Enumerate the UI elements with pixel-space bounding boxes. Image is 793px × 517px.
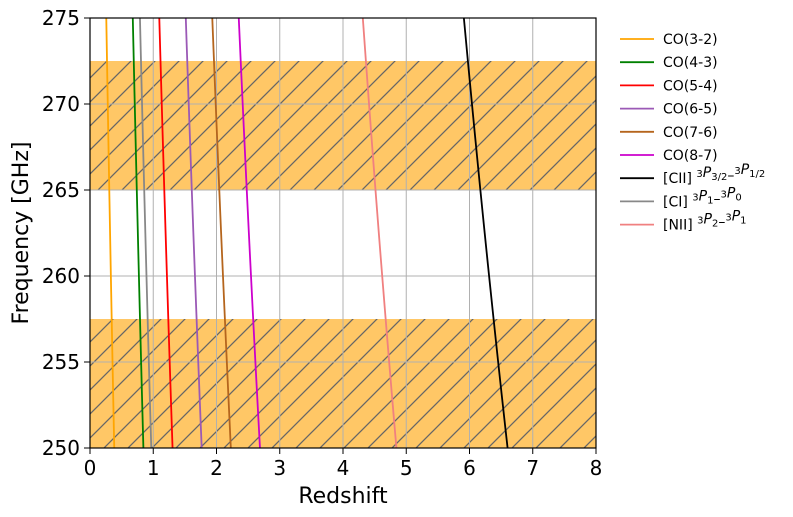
series-line-7 [462,18,509,448]
legend-label-9: [NII] 3P2–3P1 [663,209,747,234]
x-tick-label: 3 [273,456,286,480]
x-axis-label: Redshift [298,484,388,509]
y-tick-label: 255 [42,350,80,374]
legend: CO(3-2) CO(4-3) CO(5-4) CO(6-5) CO(7-6) CO(8-… [620,32,765,234]
series-line-3 [158,18,174,448]
y-tick-label: 275 [42,6,80,30]
x-tick-label: 7 [526,456,539,480]
y-tick-label: 265 [42,178,80,202]
y-tick-label: 250 [42,436,80,460]
lines-layer [105,18,509,448]
y-axis-label: Frequency [GHz] [9,142,34,325]
legend-label-4: CO(6-5) [663,102,718,118]
x-tick-label: 0 [84,456,97,480]
legend-label-2: CO(4-3) [663,55,718,71]
x-tick-label: 8 [590,456,603,480]
legend-label-7: [CII] 3P3/2–3P1/2 [663,162,765,187]
legend-label-8: [CI] 3P1–3P0 [663,185,742,210]
legend-label-6: CO(8-7) [663,148,718,164]
series-line-9 [361,18,398,448]
series-line-8 [139,18,153,448]
x-tick-label: 2 [210,456,223,480]
x-tick-label: 5 [400,456,413,480]
ticks-layer: 0 1 2 3 4 5 6 7 8 250 255 260 265 270 275 [42,6,603,480]
x-tick-label: 4 [337,456,350,480]
series-line-4 [184,18,203,448]
series-line-5 [211,18,232,448]
x-tick-label: 6 [463,456,476,480]
legend-label-3: CO(5-4) [663,78,718,94]
series-line-2 [131,18,145,448]
x-tick-label: 1 [147,456,160,480]
y-tick-label: 270 [42,92,80,116]
series-line-1 [105,18,116,448]
legend-label-1: CO(3-2) [663,32,718,48]
y-tick-label: 260 [42,264,80,288]
series-line-6 [237,18,261,448]
legend-label-5: CO(7-6) [663,125,718,141]
